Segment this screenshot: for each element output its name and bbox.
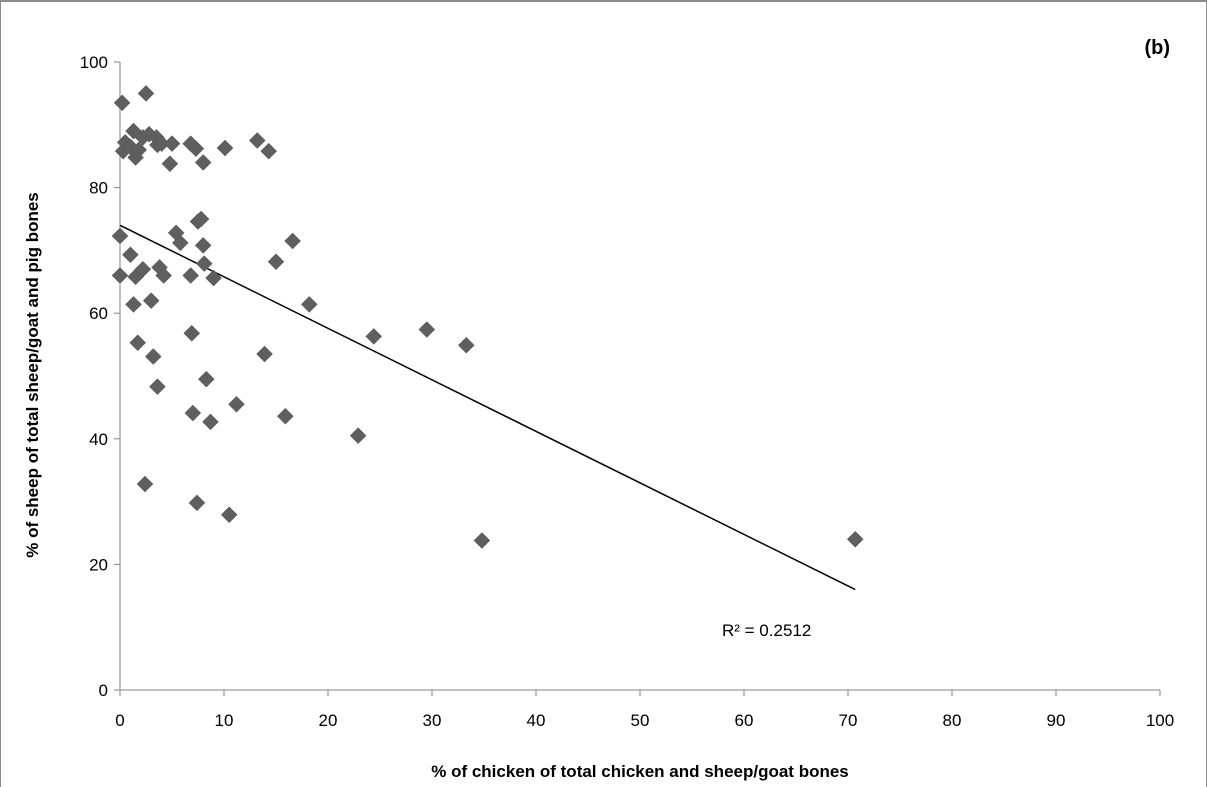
data-point [202, 413, 219, 431]
x-tick-label: 40 [527, 711, 546, 730]
x-tick-label: 80 [943, 711, 962, 730]
data-point [142, 292, 160, 309]
data-point [192, 210, 210, 228]
y-tick-label: 0 [99, 681, 108, 700]
x-tick-label: 100 [1146, 711, 1174, 730]
data-point [182, 267, 200, 284]
x-tick-label: 70 [839, 711, 858, 730]
data-point [194, 237, 212, 254]
data-point [248, 132, 266, 149]
data-point [113, 94, 131, 112]
data-point [111, 267, 129, 284]
data-point [228, 395, 245, 413]
data-point [205, 269, 222, 287]
data-point [149, 378, 166, 396]
data-point [136, 475, 154, 493]
data-point [284, 232, 301, 250]
data-point [349, 427, 367, 445]
y-tick-label: 100 [80, 53, 108, 72]
data-point [195, 255, 213, 272]
data-point [184, 404, 202, 422]
r-squared-label: R² = 0.2512 [722, 621, 811, 640]
panel-label: (b) [1144, 37, 1170, 59]
data-point [155, 267, 173, 284]
x-tick-label: 0 [115, 711, 124, 730]
data-point [365, 328, 383, 345]
data-point [137, 85, 155, 102]
y-tick-label: 60 [89, 304, 108, 323]
y-axis-title: % of sheep of total sheep/goat and pig b… [23, 192, 42, 558]
data-point [267, 253, 285, 271]
data-point [300, 296, 318, 313]
data-point [277, 407, 294, 425]
data-point [220, 506, 238, 524]
data-point [418, 321, 436, 338]
data-point [129, 334, 147, 352]
data-point [134, 260, 152, 278]
data-point [188, 494, 206, 512]
data-point [194, 154, 212, 171]
x-tick-label: 90 [1047, 711, 1066, 730]
data-point [171, 234, 189, 252]
y-tick-label: 80 [89, 179, 108, 198]
x-tick-label: 60 [735, 711, 754, 730]
x-axis-title: % of chicken of total chicken and sheep/… [431, 762, 849, 781]
x-tick-label: 10 [215, 711, 234, 730]
y-tick-label: 20 [89, 555, 108, 574]
y-tick-label: 40 [89, 430, 108, 449]
trendline [119, 224, 856, 591]
data-points [111, 85, 864, 549]
data-point [144, 348, 162, 365]
x-tick-label: 20 [319, 711, 338, 730]
data-point [846, 530, 864, 548]
data-point [122, 246, 139, 264]
data-point [161, 155, 179, 173]
data-point [125, 296, 142, 313]
data-point [216, 139, 234, 157]
data-point [473, 532, 491, 549]
data-point [260, 142, 278, 160]
data-point [130, 141, 148, 159]
data-point [197, 370, 215, 388]
x-tick-label: 50 [631, 711, 650, 730]
data-point [111, 227, 129, 245]
data-point [183, 324, 201, 342]
x-tick-label: 30 [423, 711, 442, 730]
data-point [187, 140, 205, 158]
data-point [457, 336, 475, 354]
data-point [163, 135, 181, 152]
trendline-group [119, 224, 856, 591]
chart-labels: (b) % of chicken of total chicken and sh… [23, 37, 1170, 781]
axes: 0 20 40 60 80 100 0 10 20 30 40 50 60 70 80 90 100 [80, 53, 1175, 730]
data-point [256, 345, 273, 363]
